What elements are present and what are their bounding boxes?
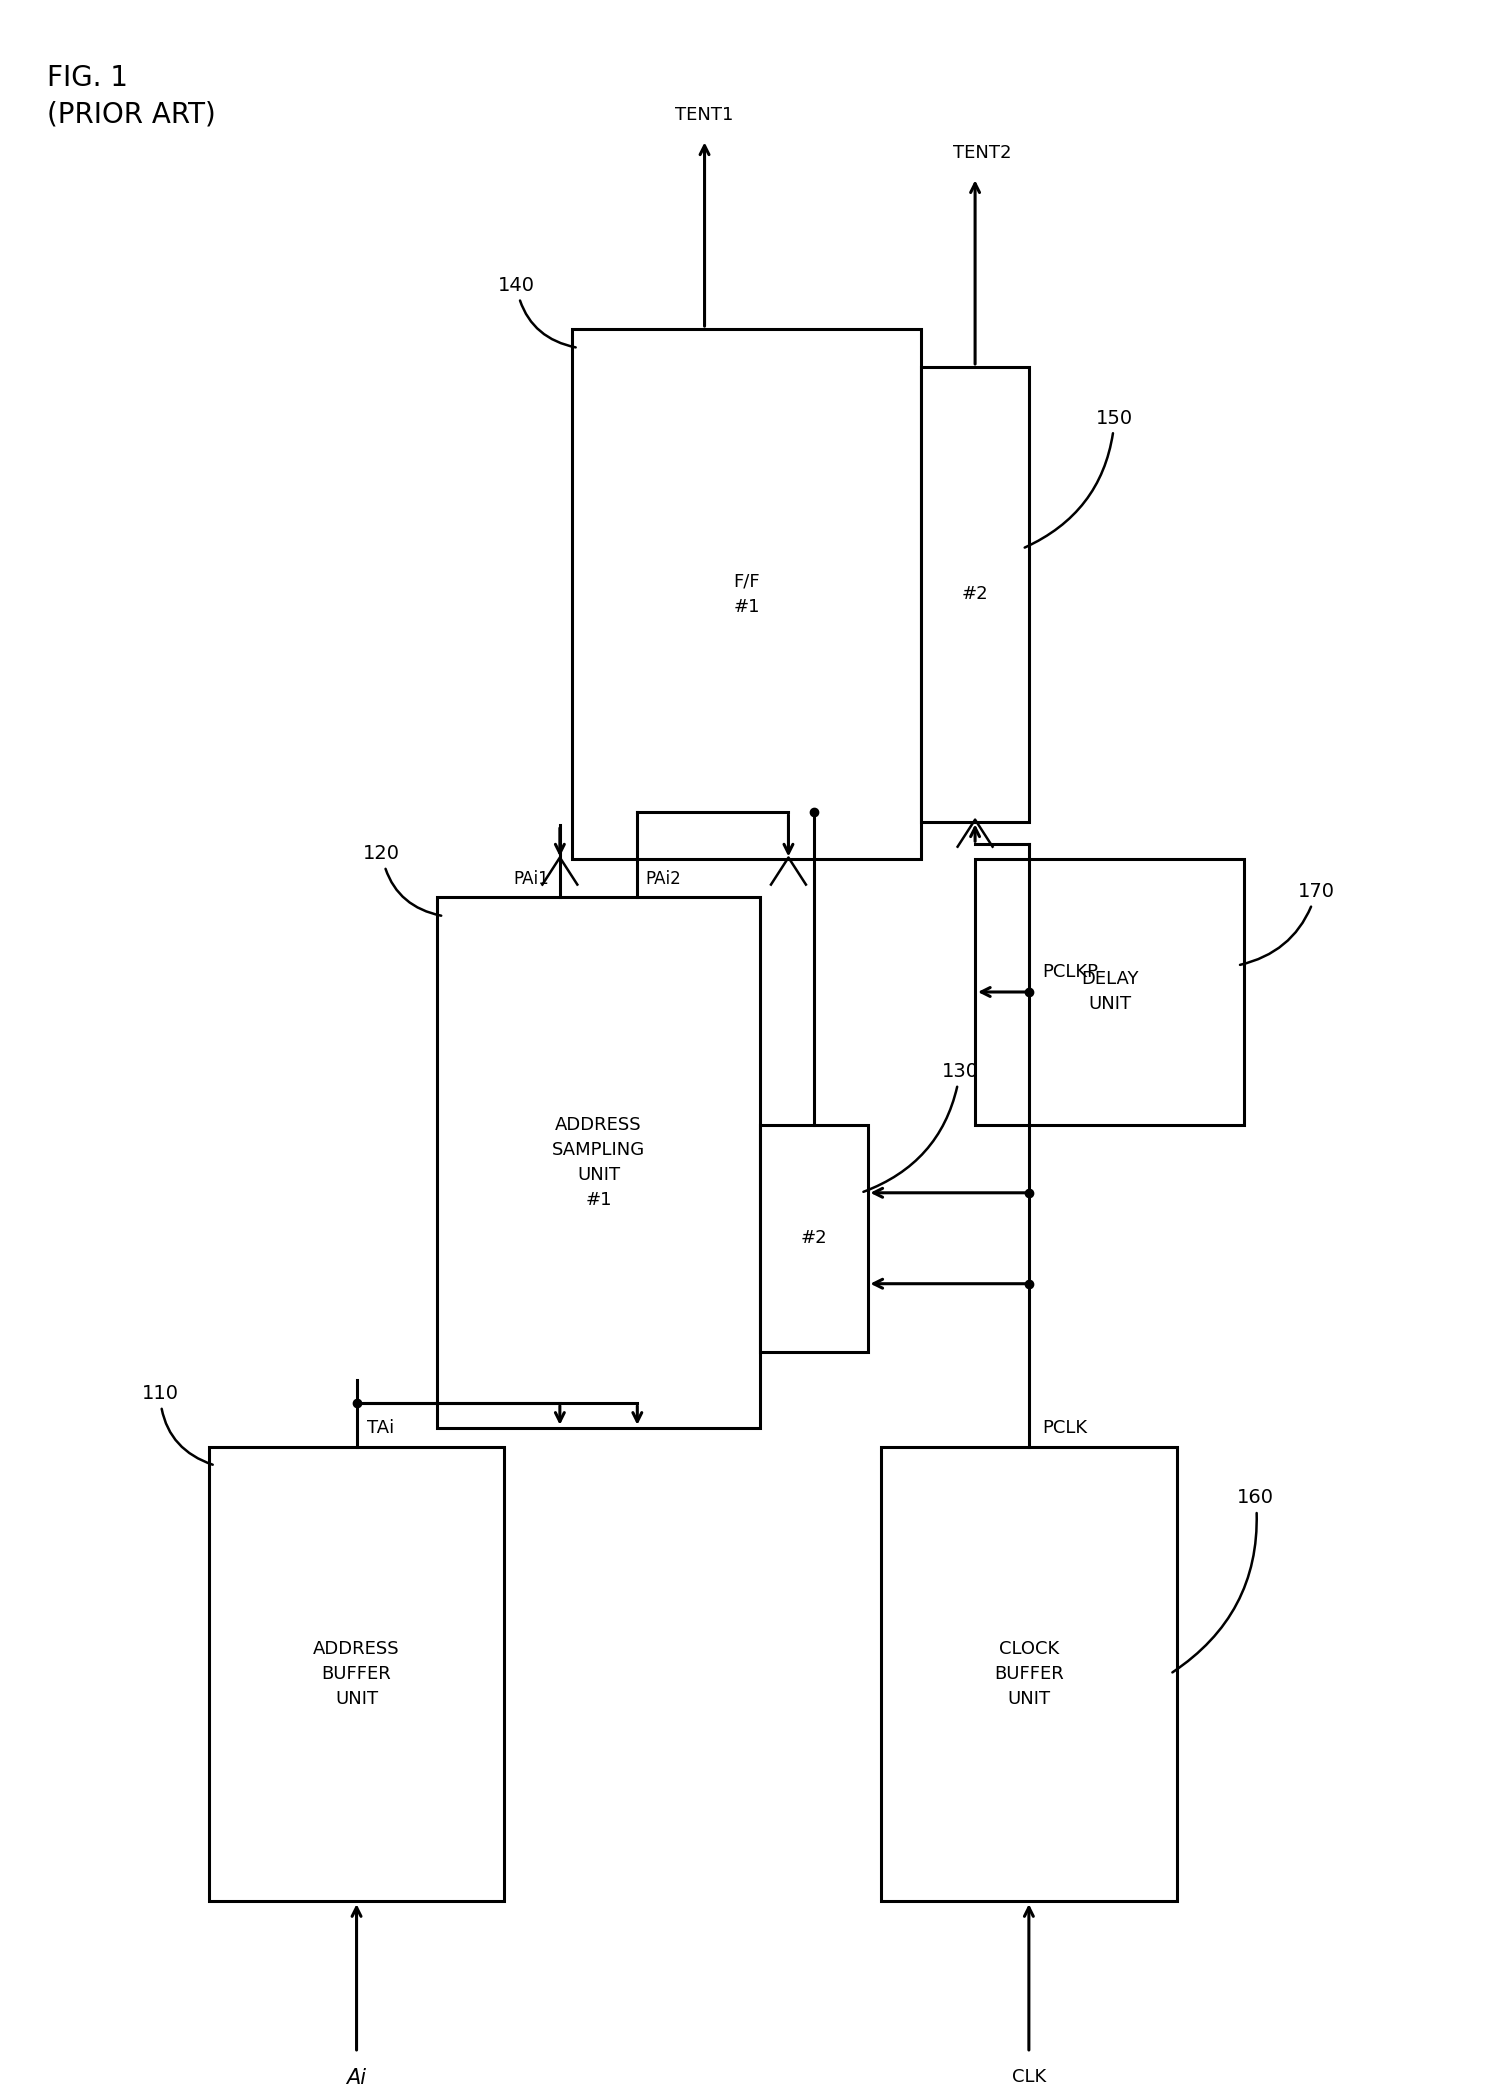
FancyBboxPatch shape <box>572 330 921 859</box>
Text: 120: 120 <box>363 844 442 916</box>
Text: DELAY
UNIT: DELAY UNIT <box>1081 970 1138 1014</box>
FancyBboxPatch shape <box>881 1447 1176 1900</box>
Text: ADDRESS
SAMPLING
UNIT
#1: ADDRESS SAMPLING UNIT #1 <box>552 1115 645 1210</box>
Text: 130: 130 <box>863 1063 978 1193</box>
Text: 150: 150 <box>1024 410 1133 548</box>
Text: PAi2: PAi2 <box>645 869 681 888</box>
Text: F/F
#1: F/F #1 <box>733 573 760 615</box>
Text: Ai: Ai <box>346 2068 367 2087</box>
Text: 140: 140 <box>497 275 576 346</box>
Text: PCLKP: PCLKP <box>1042 962 1099 981</box>
Text: #2: #2 <box>800 1228 827 1247</box>
Text: #2: #2 <box>961 586 988 603</box>
FancyBboxPatch shape <box>975 859 1244 1126</box>
FancyBboxPatch shape <box>921 368 1029 821</box>
Text: PCLK: PCLK <box>1042 1420 1087 1436</box>
Text: 160: 160 <box>1172 1489 1275 1672</box>
Text: TENT2: TENT2 <box>953 145 1011 162</box>
Text: CLK: CLK <box>1012 2068 1047 2085</box>
Text: TENT1: TENT1 <box>675 107 733 124</box>
Text: FIG. 1
(PRIOR ART): FIG. 1 (PRIOR ART) <box>48 63 216 128</box>
Text: PAi1: PAi1 <box>514 869 549 888</box>
Text: CLOCK
BUFFER
UNIT: CLOCK BUFFER UNIT <box>994 1640 1063 1707</box>
Text: TAi: TAi <box>367 1420 394 1436</box>
FancyBboxPatch shape <box>209 1447 505 1900</box>
Text: 110: 110 <box>142 1384 212 1464</box>
FancyBboxPatch shape <box>760 1126 867 1352</box>
Text: 170: 170 <box>1241 882 1335 964</box>
FancyBboxPatch shape <box>437 897 760 1428</box>
Text: ADDRESS
BUFFER
UNIT: ADDRESS BUFFER UNIT <box>314 1640 400 1707</box>
